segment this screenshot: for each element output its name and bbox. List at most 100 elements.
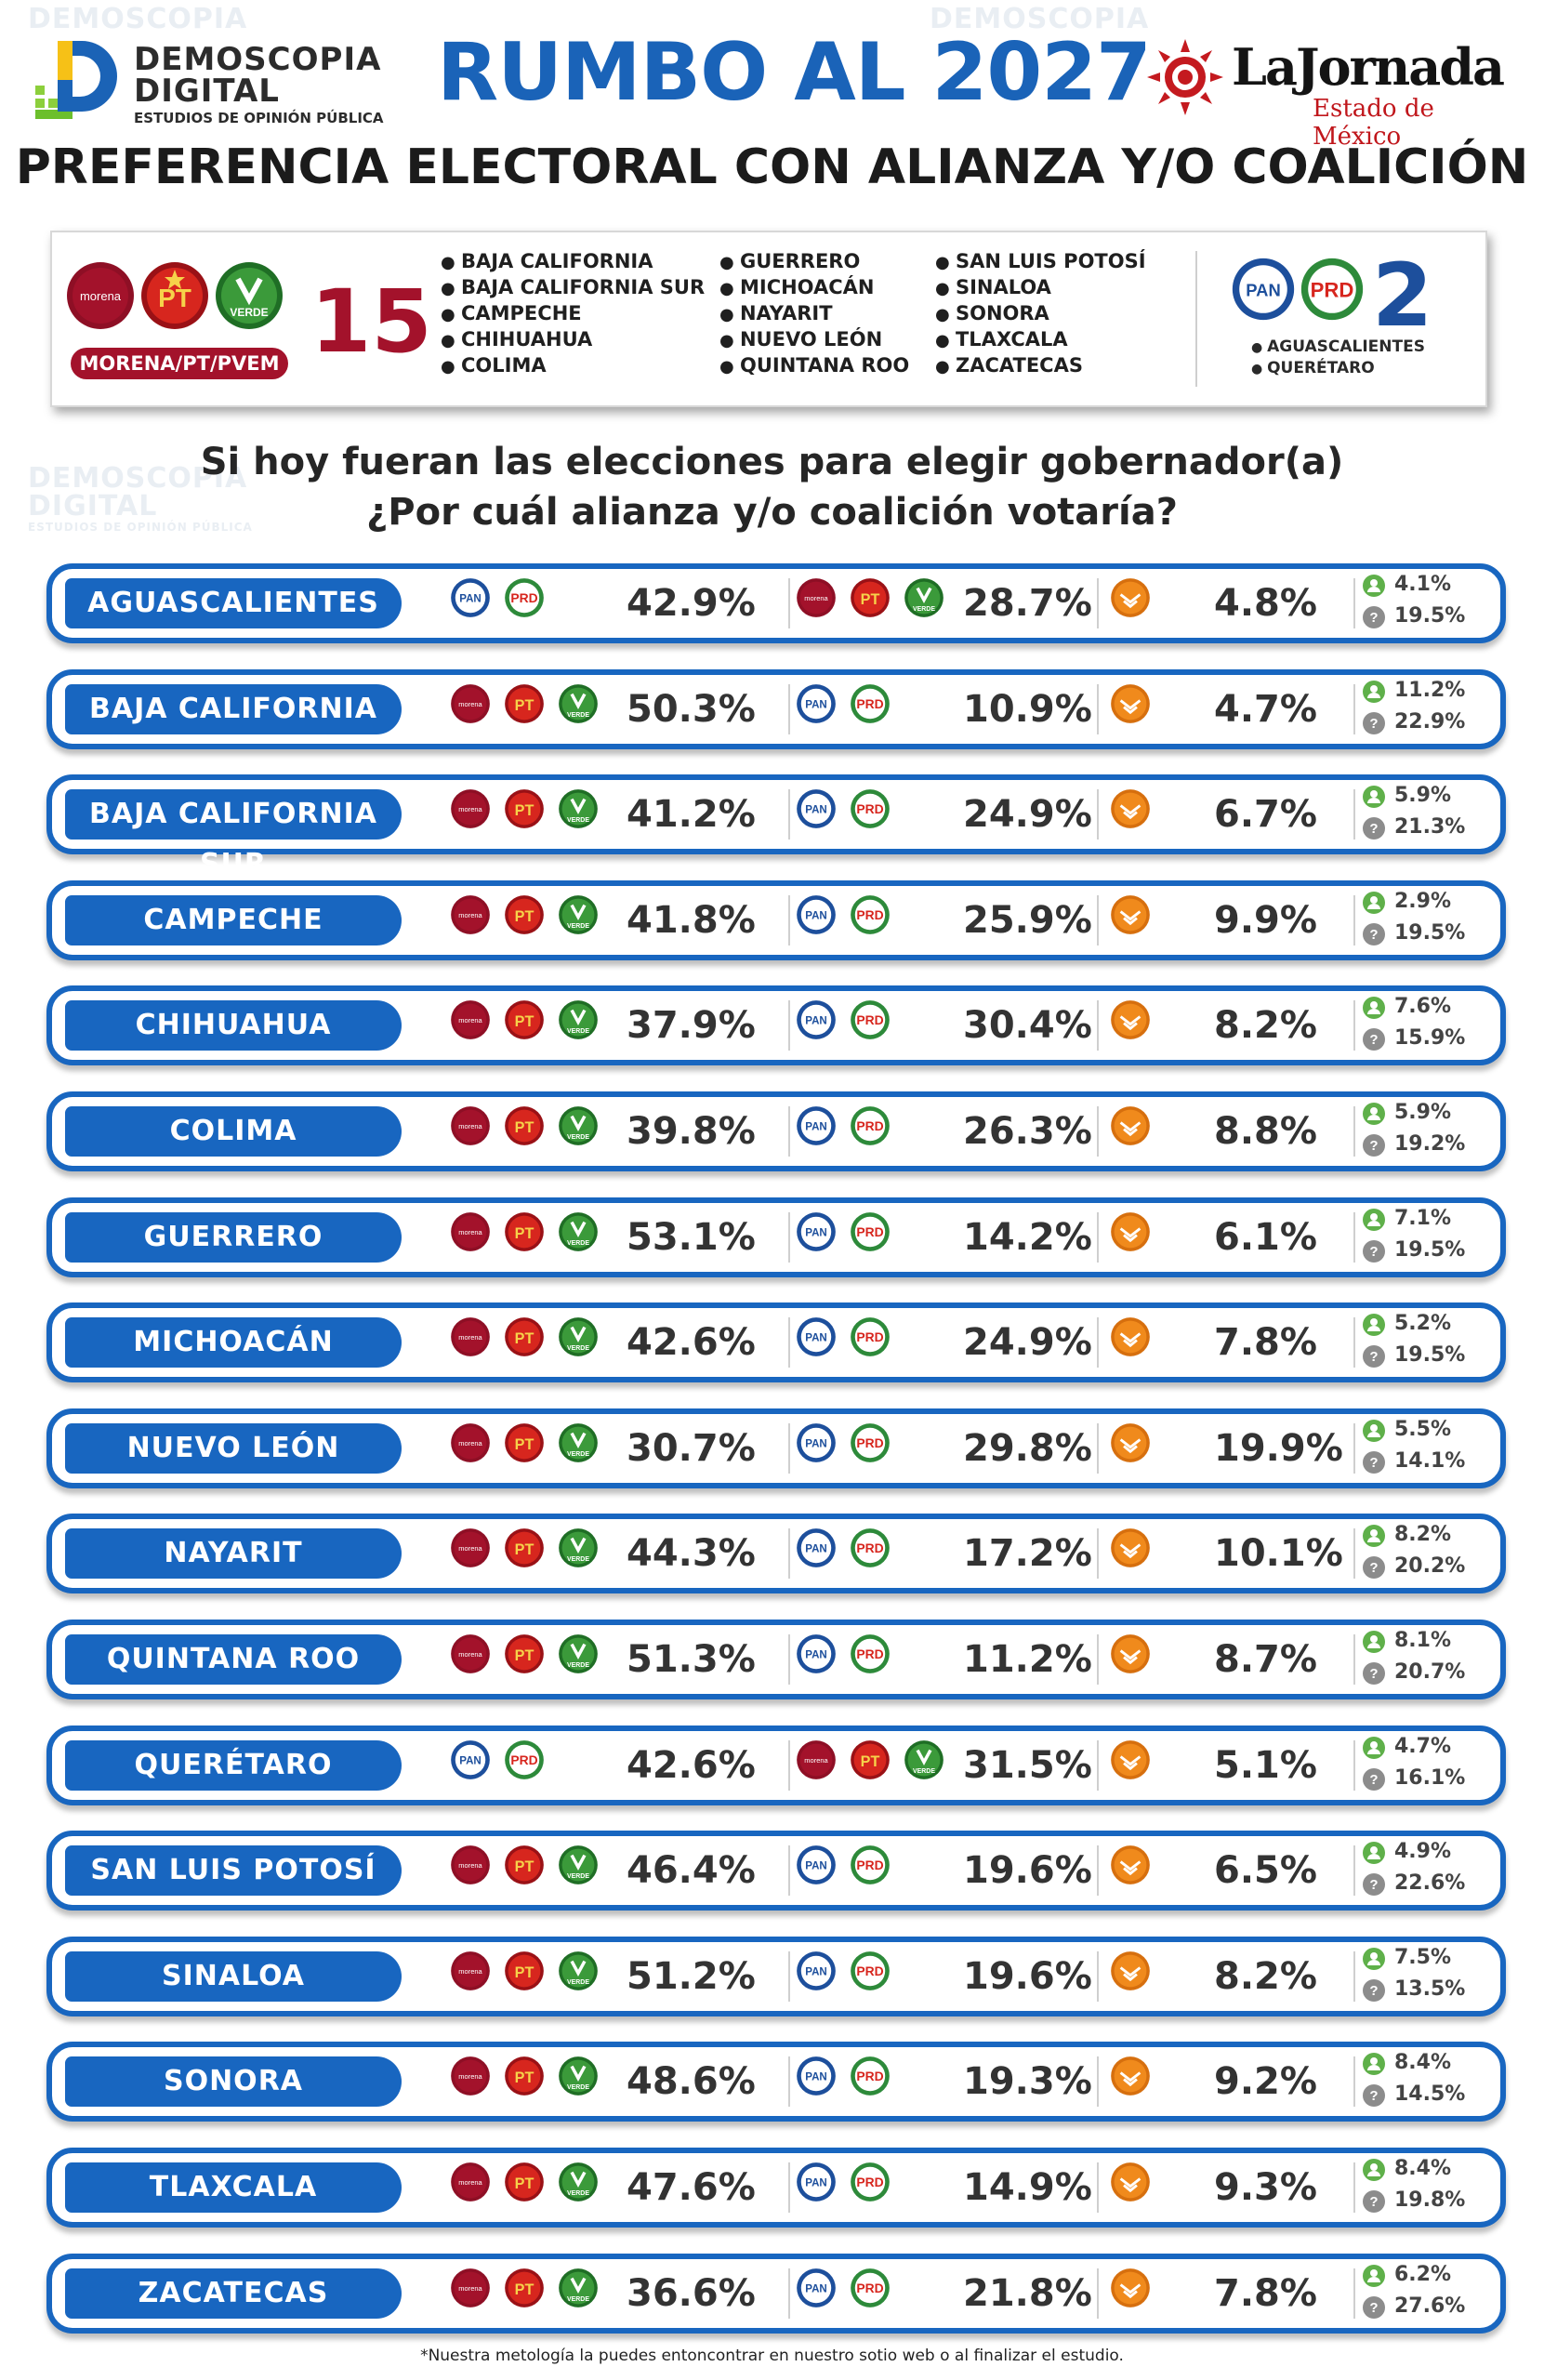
pt-logo-icon: PT (505, 895, 544, 934)
opposition-states: AGUASCALIENTES QUERÉTARO (1251, 337, 1425, 379)
svg-text:morena: morena (458, 2284, 482, 2293)
pt-logo-icon: PT (851, 1740, 890, 1779)
svg-text:PRD: PRD (856, 2281, 883, 2295)
svg-text:PAN: PAN (805, 1544, 827, 1555)
state-label: CAMPECHE (65, 895, 402, 945)
states-column-3: SAN LUIS POTOSÍ SINALOA SONORA TLAXCALA … (935, 249, 1146, 379)
first-alliance-pct: 41.2% (627, 793, 756, 836)
morena-logo-icon: morena (451, 1317, 490, 1356)
candidate-other-icon (1363, 2265, 1385, 2287)
svg-text:?: ? (1369, 1244, 1378, 1260)
divider (1353, 1317, 1355, 1368)
undecided-pct: 19.5% (1394, 1238, 1466, 1262)
divider (1353, 1528, 1355, 1579)
divider (1353, 1106, 1355, 1157)
first-alliance-pct: 41.8% (627, 899, 756, 942)
pan-logo-icon: PAN (797, 2268, 836, 2307)
morena-logo-icon: morena (451, 1212, 490, 1251)
divider (1195, 251, 1197, 387)
svg-text:?: ? (1369, 716, 1378, 732)
svg-text:PT: PT (515, 1436, 534, 1453)
movimiento-ciudadano-logo-icon (1111, 1951, 1150, 1990)
mc-pct: 7.8% (1214, 2272, 1317, 2315)
state-list-item: QUERÉTARO (1251, 358, 1425, 379)
svg-text:morena: morena (804, 1756, 828, 1765)
svg-text:PRD: PRD (856, 2175, 883, 2189)
svg-text:VERDE: VERDE (567, 1873, 589, 1880)
mc-pct: 19.9% (1214, 1427, 1343, 1470)
second-alliance-pct: 14.2% (963, 1216, 1092, 1259)
undecided-pct: 19.2% (1394, 1132, 1466, 1156)
svg-text:morena: morena (458, 1544, 482, 1553)
undecided-question-icon: ? (1363, 1134, 1385, 1157)
other-candidate-pct: 8.4% (1394, 2051, 1452, 2074)
svg-text:PT: PT (515, 802, 534, 819)
state-label: GUERRERO (65, 1212, 402, 1263)
divider (1097, 1212, 1099, 1263)
divider (1353, 1740, 1355, 1791)
undecided-pct: 22.6% (1394, 1871, 1466, 1895)
first-alliance-pct: 51.3% (627, 1638, 756, 1681)
svg-text:PRD: PRD (856, 696, 883, 711)
undecided-pct: 22.9% (1394, 710, 1466, 734)
svg-text:?: ? (1369, 1032, 1378, 1048)
other-candidate-pct: 2.9% (1394, 890, 1452, 913)
undecided-question-icon: ? (1363, 1662, 1385, 1685)
movimiento-ciudadano-logo-icon (1111, 1845, 1150, 1884)
undecided-question-icon: ? (1363, 712, 1385, 734)
state-list-item: NUEVO LEÓN (719, 327, 909, 353)
second-alliance-pct: 21.8% (963, 2272, 1092, 2315)
svg-text:PT: PT (515, 2069, 534, 2086)
other-candidate-pct: 4.7% (1394, 1735, 1452, 1758)
pt-logo-icon: PT (505, 2268, 544, 2307)
svg-text:morena: morena (458, 2178, 482, 2187)
svg-text:?: ? (1369, 2088, 1378, 2104)
divider (788, 578, 790, 628)
pt-logo-icon: PT (505, 684, 544, 723)
svg-text:PT: PT (515, 1647, 534, 1664)
state-list-item: SONORA (935, 301, 1146, 327)
divider (788, 2162, 790, 2213)
pan-logo-icon: PAN (797, 1951, 836, 1990)
verde-logo-icon: VERDE (559, 684, 598, 723)
movimiento-ciudadano-logo-icon (1111, 578, 1150, 617)
first-alliance-pct: 36.6% (627, 2272, 756, 2315)
svg-text:PT: PT (515, 1541, 534, 1558)
pt-logo-icon: PT (505, 1317, 544, 1356)
svg-text:morena: morena (458, 1122, 482, 1130)
table-row: BAJA CALIFORNIA SUR morena PT VERDE 41.2% PAN… (46, 774, 1506, 880)
pan-logo-icon: PAN (797, 1212, 836, 1251)
verde-logo-icon: VERDE (904, 1740, 944, 1779)
newspaper-sub: Estado de México (1313, 95, 1434, 151)
states-column-2: GUERRERO MICHOACÁN NAYARIT NUEVO LEÓN QU… (719, 249, 909, 379)
svg-text:PT: PT (515, 1858, 534, 1875)
pan-logo-icon: PAN (797, 684, 836, 723)
verde-logo-icon: VERDE (559, 1845, 598, 1884)
candidate-other-icon (1363, 1737, 1385, 1759)
svg-text:PT: PT (515, 697, 534, 714)
movimiento-ciudadano-logo-icon (1111, 2162, 1150, 2202)
svg-text:morena: morena (458, 1861, 482, 1870)
state-label: SONORA (65, 2056, 402, 2107)
undecided-pct: 16.1% (1394, 1766, 1466, 1790)
state-list-item: SINALOA (935, 275, 1146, 301)
divider (788, 789, 790, 840)
verde-logo-icon: VERDE (559, 1951, 598, 1990)
morena-logo-icon: morena (797, 1740, 836, 1779)
divider (1353, 1845, 1355, 1896)
morena-logo-icon: morena (451, 2162, 490, 2202)
prd-logo-icon: PRD (505, 578, 544, 617)
prd-logo-icon: PRD (851, 895, 890, 934)
movimiento-ciudadano-logo-icon (1111, 1317, 1150, 1356)
verde-logo-icon: VERDE (559, 2162, 598, 2202)
pt-logo-icon: PT (505, 1212, 544, 1251)
second-alliance-pct: 28.7% (963, 582, 1092, 625)
other-candidate-pct: 5.5% (1394, 1418, 1452, 1441)
svg-text:morena: morena (458, 805, 482, 813)
other-candidate-pct: 7.5% (1394, 1946, 1452, 1969)
svg-text:?: ? (1369, 2300, 1378, 2316)
question-line2: ¿Por cuál alianza y/o coalición votaría? (366, 491, 1178, 534)
second-alliance-pct: 24.9% (963, 1321, 1092, 1364)
state-label: SINALOA (65, 1951, 402, 2002)
brand-line2: DIGITAL (134, 73, 280, 110)
